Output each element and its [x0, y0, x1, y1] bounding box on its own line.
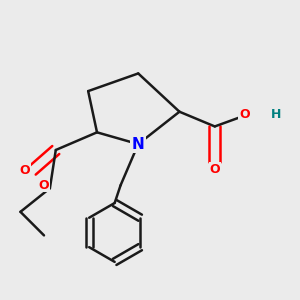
Text: O: O: [20, 164, 30, 177]
Text: O: O: [39, 179, 49, 192]
Text: N: N: [132, 136, 145, 152]
Text: O: O: [209, 163, 220, 176]
Text: H: H: [271, 108, 281, 121]
Text: O: O: [239, 108, 250, 121]
